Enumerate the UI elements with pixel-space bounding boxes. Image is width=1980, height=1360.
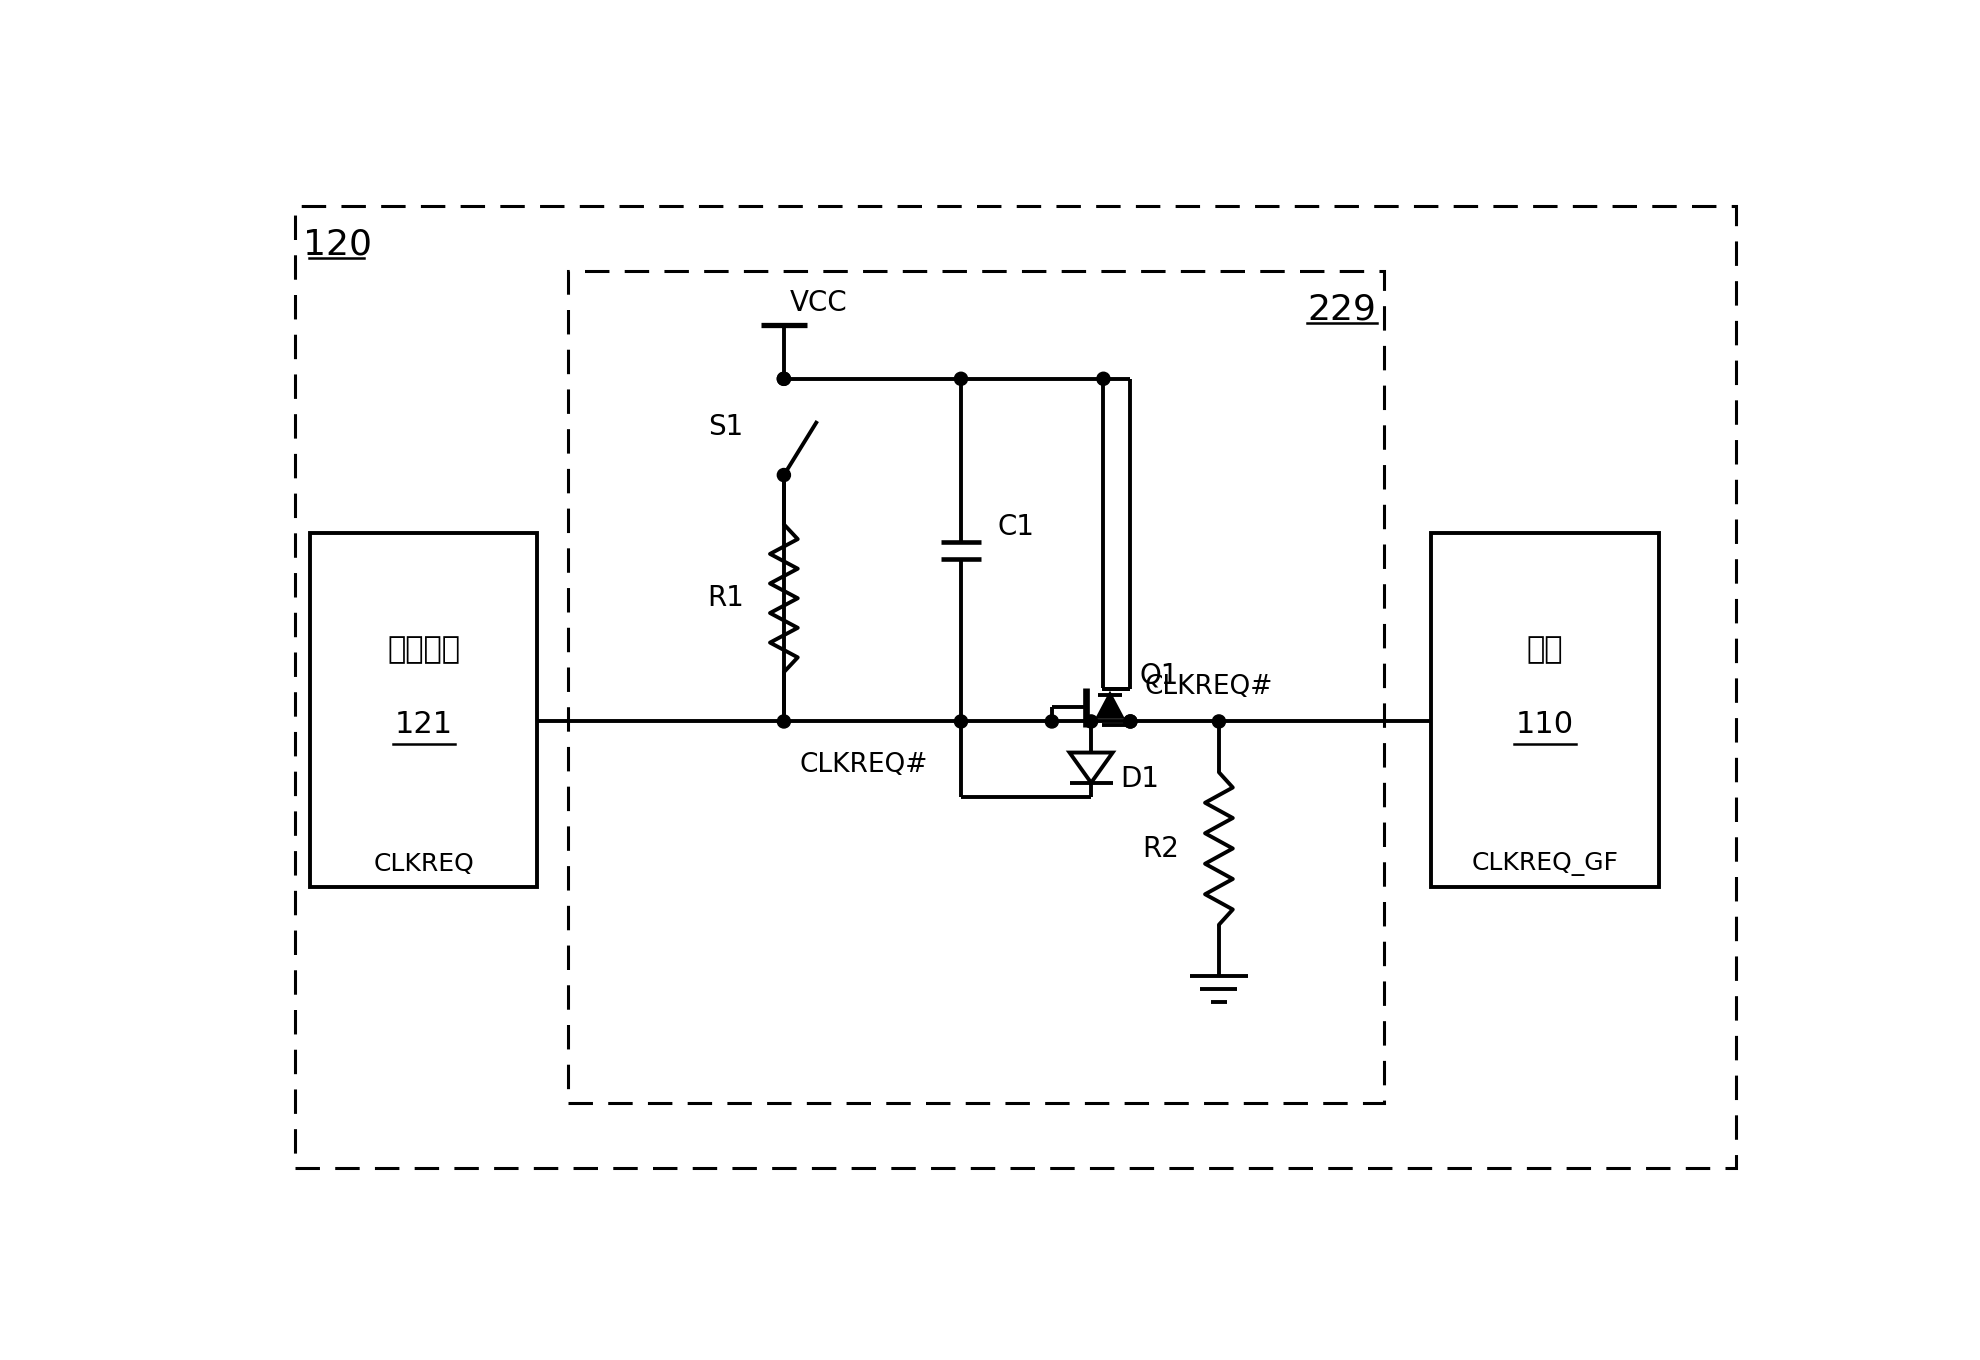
Bar (1432, 533, 1657, 887)
Circle shape (1123, 715, 1137, 728)
Text: D1: D1 (1121, 766, 1158, 793)
Circle shape (1045, 715, 1057, 728)
Text: 主机接口: 主机接口 (388, 635, 459, 664)
Circle shape (954, 373, 966, 385)
Text: 120: 120 (303, 227, 372, 261)
Text: C1: C1 (998, 513, 1034, 541)
Bar (311, 533, 537, 887)
Text: 121: 121 (394, 710, 453, 738)
Text: CLKREQ: CLKREQ (374, 851, 473, 876)
Text: VCC: VCC (790, 290, 847, 317)
Circle shape (954, 715, 966, 728)
Text: S1: S1 (709, 413, 742, 441)
Text: R1: R1 (707, 585, 742, 612)
Circle shape (776, 468, 790, 481)
Text: CLKREQ_GF: CLKREQ_GF (1471, 851, 1618, 876)
Text: 主机: 主机 (1527, 635, 1562, 664)
Text: 110: 110 (1515, 710, 1574, 738)
Circle shape (776, 373, 790, 385)
Circle shape (1097, 373, 1109, 385)
Text: 229: 229 (1307, 292, 1376, 326)
Circle shape (1123, 715, 1137, 728)
Circle shape (776, 715, 790, 728)
Text: R2: R2 (1140, 835, 1178, 862)
Bar (568, 271, 1384, 1103)
Circle shape (1212, 715, 1226, 728)
Text: CLKREQ#: CLKREQ# (1144, 675, 1271, 700)
Circle shape (776, 373, 790, 385)
Polygon shape (1097, 695, 1121, 717)
Text: Q1: Q1 (1138, 661, 1178, 690)
Text: CLKREQ#: CLKREQ# (798, 752, 927, 778)
Circle shape (1083, 715, 1097, 728)
